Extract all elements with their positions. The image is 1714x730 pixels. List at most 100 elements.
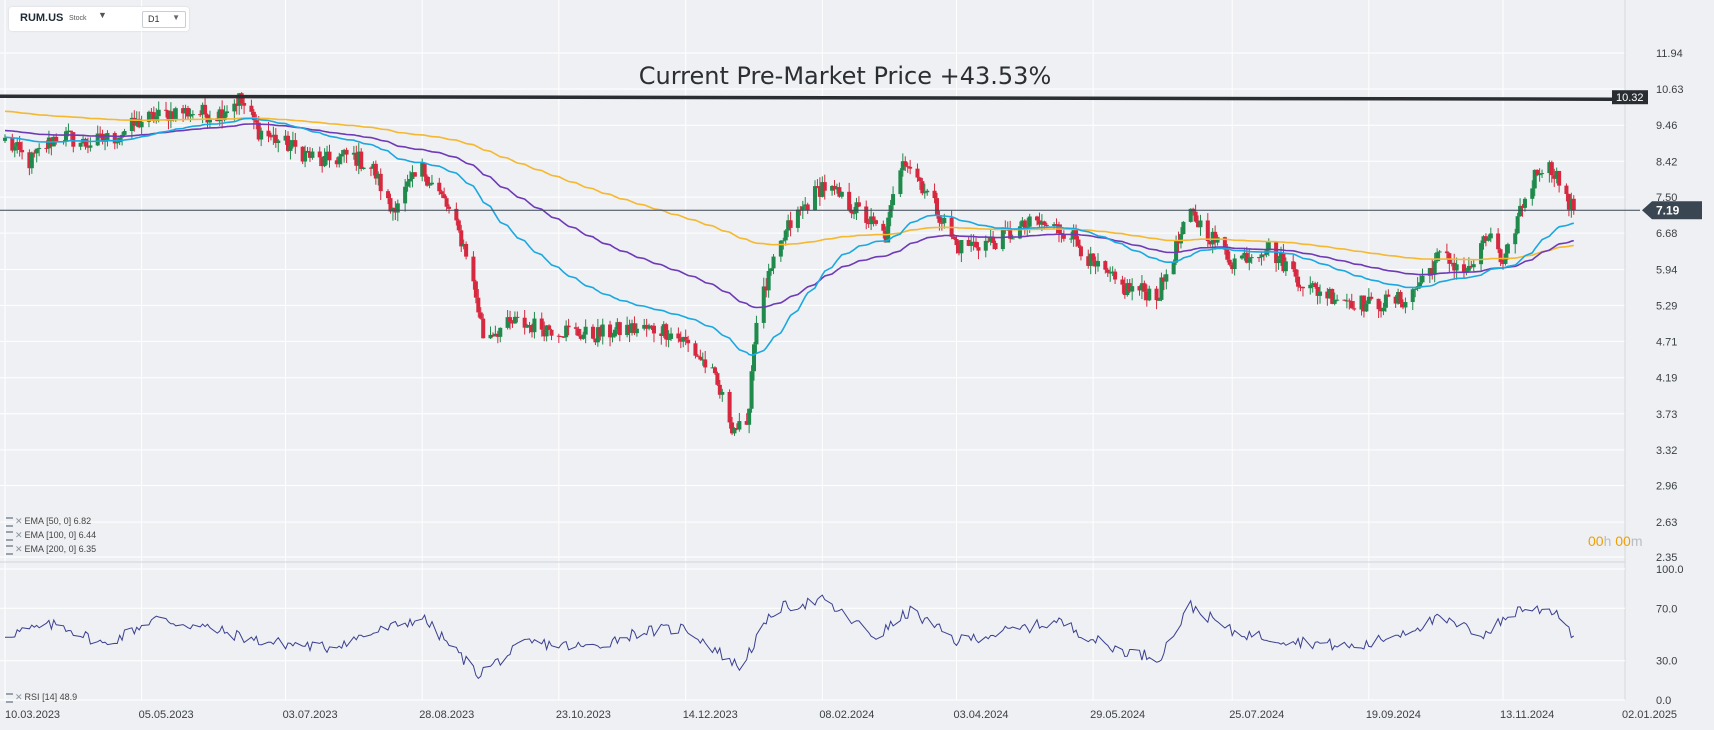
candle-down bbox=[908, 166, 913, 169]
candle-up bbox=[1276, 258, 1281, 264]
candle-up bbox=[1027, 216, 1032, 227]
candle-up bbox=[925, 190, 930, 193]
candle-down bbox=[1078, 246, 1083, 257]
price-tick-label: 7.50 bbox=[1656, 192, 1677, 204]
close-icon[interactable]: ✕ bbox=[15, 530, 23, 540]
candle-down bbox=[1566, 194, 1571, 210]
candle-up bbox=[222, 113, 227, 121]
indicator-ema-50[interactable]: ✕ EMA [50, 0] 6.82 bbox=[6, 516, 91, 527]
candle-down bbox=[344, 149, 349, 155]
candle-up bbox=[854, 202, 859, 214]
candle-up bbox=[525, 325, 530, 328]
candle-up bbox=[154, 116, 159, 122]
candle-down bbox=[744, 421, 749, 425]
candle-down bbox=[32, 152, 37, 154]
price-tick-label: 10.63 bbox=[1656, 84, 1684, 96]
candle-down bbox=[695, 355, 700, 357]
close-icon[interactable]: ✕ bbox=[15, 544, 23, 554]
candle-up bbox=[1242, 252, 1247, 256]
indicator-params: [14] bbox=[42, 692, 58, 702]
candle-down bbox=[917, 177, 922, 182]
candle-down bbox=[242, 102, 247, 106]
candle-up bbox=[1198, 220, 1203, 228]
candle-up bbox=[78, 142, 83, 147]
candle-down bbox=[1037, 220, 1042, 225]
candle-down bbox=[1564, 185, 1569, 195]
candle-timer: 00h 00m bbox=[1588, 533, 1643, 549]
candle-down bbox=[566, 325, 571, 328]
candle-down bbox=[386, 191, 391, 199]
candle-up bbox=[1249, 257, 1254, 259]
candle-down bbox=[651, 325, 656, 334]
candle-down bbox=[1461, 264, 1466, 273]
close-icon[interactable]: ✕ bbox=[15, 516, 23, 526]
chevron-down-icon[interactable]: ▼ bbox=[98, 10, 107, 20]
candle-up bbox=[232, 103, 237, 112]
candle-down bbox=[285, 135, 291, 151]
candle-up bbox=[1039, 221, 1044, 225]
candle-up bbox=[544, 325, 549, 337]
candle-up bbox=[1318, 291, 1323, 296]
candle-up bbox=[983, 240, 988, 251]
candle-down bbox=[976, 247, 981, 251]
candle-down bbox=[1552, 175, 1557, 179]
candle-down bbox=[476, 297, 481, 313]
timeframe-select[interactable]: D1 ▼ bbox=[142, 11, 186, 28]
indicator-rsi[interactable]: ✕ RSI [14] 48.9 bbox=[6, 692, 77, 703]
candle-up bbox=[1466, 265, 1471, 271]
candle-down bbox=[368, 167, 373, 169]
settings-icon[interactable] bbox=[6, 516, 13, 527]
candle-up bbox=[207, 118, 212, 123]
candle-up bbox=[766, 271, 771, 291]
candle-down bbox=[1193, 211, 1198, 222]
candle-down bbox=[617, 322, 622, 336]
symbol-selector[interactable]: RUM.US Stock ▼ D1 ▼ bbox=[9, 7, 189, 31]
candle-down bbox=[932, 190, 937, 199]
candle-up bbox=[1432, 261, 1437, 275]
current-price-tag bbox=[1642, 201, 1702, 220]
indicator-ema-200[interactable]: ✕ EMA [200, 0] 6.35 bbox=[6, 544, 96, 555]
candle-up bbox=[1515, 216, 1520, 234]
candle-down bbox=[1361, 295, 1366, 312]
candle-down bbox=[137, 118, 142, 128]
candle-down bbox=[1103, 261, 1108, 270]
candle-up bbox=[105, 133, 110, 141]
candle-down bbox=[717, 384, 722, 395]
candle-down bbox=[1091, 253, 1096, 261]
candle-up bbox=[276, 140, 281, 143]
annotation-text: Current Pre-Market Price +43.53% bbox=[638, 62, 1052, 90]
candle-down bbox=[185, 107, 190, 117]
candle-up bbox=[1437, 251, 1442, 253]
candle-down bbox=[966, 240, 971, 246]
candle-up bbox=[361, 167, 366, 169]
candle-down bbox=[1105, 269, 1110, 273]
candle-up bbox=[1139, 283, 1144, 291]
candle-up bbox=[37, 147, 42, 149]
candle-up bbox=[225, 111, 230, 114]
candle-down bbox=[1325, 291, 1330, 299]
settings-icon[interactable] bbox=[6, 530, 13, 541]
candle-down bbox=[444, 198, 449, 207]
candle-up bbox=[1327, 288, 1332, 299]
candle-down bbox=[576, 328, 581, 336]
candle-down bbox=[542, 329, 547, 337]
candle-up bbox=[754, 322, 759, 345]
candle-up bbox=[830, 185, 835, 191]
settings-icon[interactable] bbox=[6, 544, 13, 555]
candle-down bbox=[822, 182, 827, 191]
candle-down bbox=[593, 338, 598, 343]
candle-down bbox=[864, 206, 869, 223]
close-icon[interactable]: ✕ bbox=[15, 692, 23, 702]
candle-down bbox=[251, 111, 256, 121]
candle-down bbox=[1137, 286, 1142, 291]
settings-icon[interactable] bbox=[6, 692, 13, 703]
candle-up bbox=[407, 178, 413, 182]
candle-down bbox=[1315, 286, 1320, 296]
candle-down bbox=[171, 111, 176, 121]
candle-down bbox=[10, 137, 15, 151]
indicator-ema-100[interactable]: ✕ EMA [100, 0] 6.44 bbox=[6, 530, 96, 541]
candle-down bbox=[1225, 249, 1230, 260]
price-tick-label: 4.71 bbox=[1656, 336, 1677, 348]
